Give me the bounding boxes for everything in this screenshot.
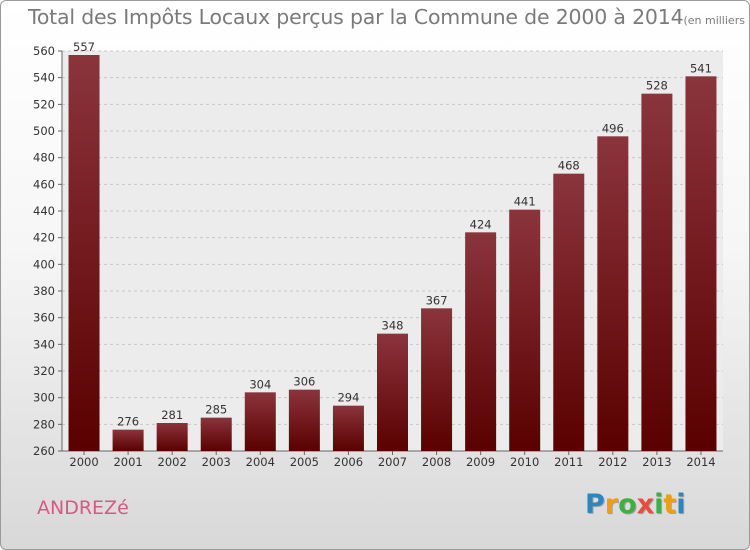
bar-2001	[112, 429, 144, 451]
proxiti-logo: Proxiti	[585, 489, 686, 520]
y-tick-label: 420	[33, 231, 55, 245]
data-label-2013: 528	[646, 79, 668, 93]
x-tick-label-2008: 2008	[422, 455, 451, 469]
y-tick-label: 340	[33, 337, 55, 351]
logo-letter: i	[676, 489, 686, 520]
y-tick-label: 560	[33, 44, 55, 58]
x-tick-label-2014: 2014	[686, 455, 715, 469]
y-tick-label: 320	[33, 364, 55, 378]
y-tick-label: 480	[33, 151, 55, 165]
y-tick-label: 540	[33, 71, 55, 85]
data-label-2005: 306	[293, 375, 315, 389]
data-label-2012: 496	[602, 121, 624, 135]
data-label-2000: 557	[73, 40, 95, 54]
data-label-2003: 285	[205, 403, 227, 417]
x-tick-label-2009: 2009	[466, 455, 495, 469]
x-tick-label-2001: 2001	[113, 455, 142, 469]
y-tick-label: 300	[33, 391, 55, 405]
chart-title-text: Total des Impôts Locaux perçus par la Co…	[28, 5, 684, 29]
y-tick-label: 460	[33, 177, 55, 191]
chart-title: Total des Impôts Locaux perçus par la Co…	[28, 5, 749, 29]
bar-2014	[685, 76, 717, 451]
commune-name: ANDREZé	[37, 497, 129, 519]
x-tick-label-2003: 2003	[202, 455, 231, 469]
data-label-2002: 281	[161, 408, 183, 422]
bar-2006	[332, 405, 364, 451]
bar-2011	[553, 173, 585, 451]
y-tick-label: 400	[33, 257, 55, 271]
logo-letter: t	[663, 489, 677, 520]
bar-2010	[509, 209, 541, 451]
y-tick-label: 440	[33, 204, 55, 218]
y-tick-label: 280	[33, 417, 55, 431]
bar-2012	[597, 136, 629, 452]
logo-letter: o	[618, 489, 637, 520]
data-label-2004: 304	[249, 377, 271, 391]
bar-2009	[465, 232, 497, 451]
y-tick-label: 500	[33, 124, 55, 138]
unit-label: (en milliers d'€)	[683, 14, 749, 27]
y-tick-label: 520	[33, 97, 55, 111]
bar-2005	[288, 389, 320, 451]
x-tick-label-2005: 2005	[290, 455, 319, 469]
y-tick-label: 360	[33, 311, 55, 325]
x-tick-label-2000: 2000	[69, 455, 98, 469]
x-tick-label-2007: 2007	[378, 455, 407, 469]
x-tick-label-2002: 2002	[158, 455, 187, 469]
x-tick-label-2006: 2006	[334, 455, 363, 469]
data-label-2007: 348	[382, 319, 404, 333]
data-label-2011: 468	[558, 159, 580, 173]
bar-2000	[68, 55, 100, 451]
x-tick-label-2011: 2011	[554, 455, 583, 469]
x-tick-label-2012: 2012	[598, 455, 627, 469]
bar-2002	[156, 423, 188, 451]
bar-2007	[377, 333, 408, 451]
data-label-2001: 276	[117, 415, 139, 429]
logo-letter: i	[654, 489, 664, 520]
bar-2013	[641, 93, 673, 452]
bar-2003	[200, 417, 232, 451]
bar-2008	[421, 308, 453, 451]
data-label-2009: 424	[470, 217, 492, 231]
data-label-2006: 294	[337, 391, 359, 405]
y-tick-label: 260	[33, 444, 55, 458]
x-tick-label-2010: 2010	[510, 455, 539, 469]
y-tick-label: 380	[33, 284, 55, 298]
data-label-2008: 367	[426, 293, 448, 307]
logo-letter: P	[585, 489, 605, 520]
data-label-2014: 541	[690, 61, 712, 75]
bar-2004	[244, 392, 276, 451]
data-label-2010: 441	[514, 195, 536, 209]
x-tick-label-2013: 2013	[642, 455, 671, 469]
logo-letter: x	[636, 489, 655, 520]
logo-letter: r	[604, 489, 619, 520]
x-tick-label-2004: 2004	[246, 455, 275, 469]
